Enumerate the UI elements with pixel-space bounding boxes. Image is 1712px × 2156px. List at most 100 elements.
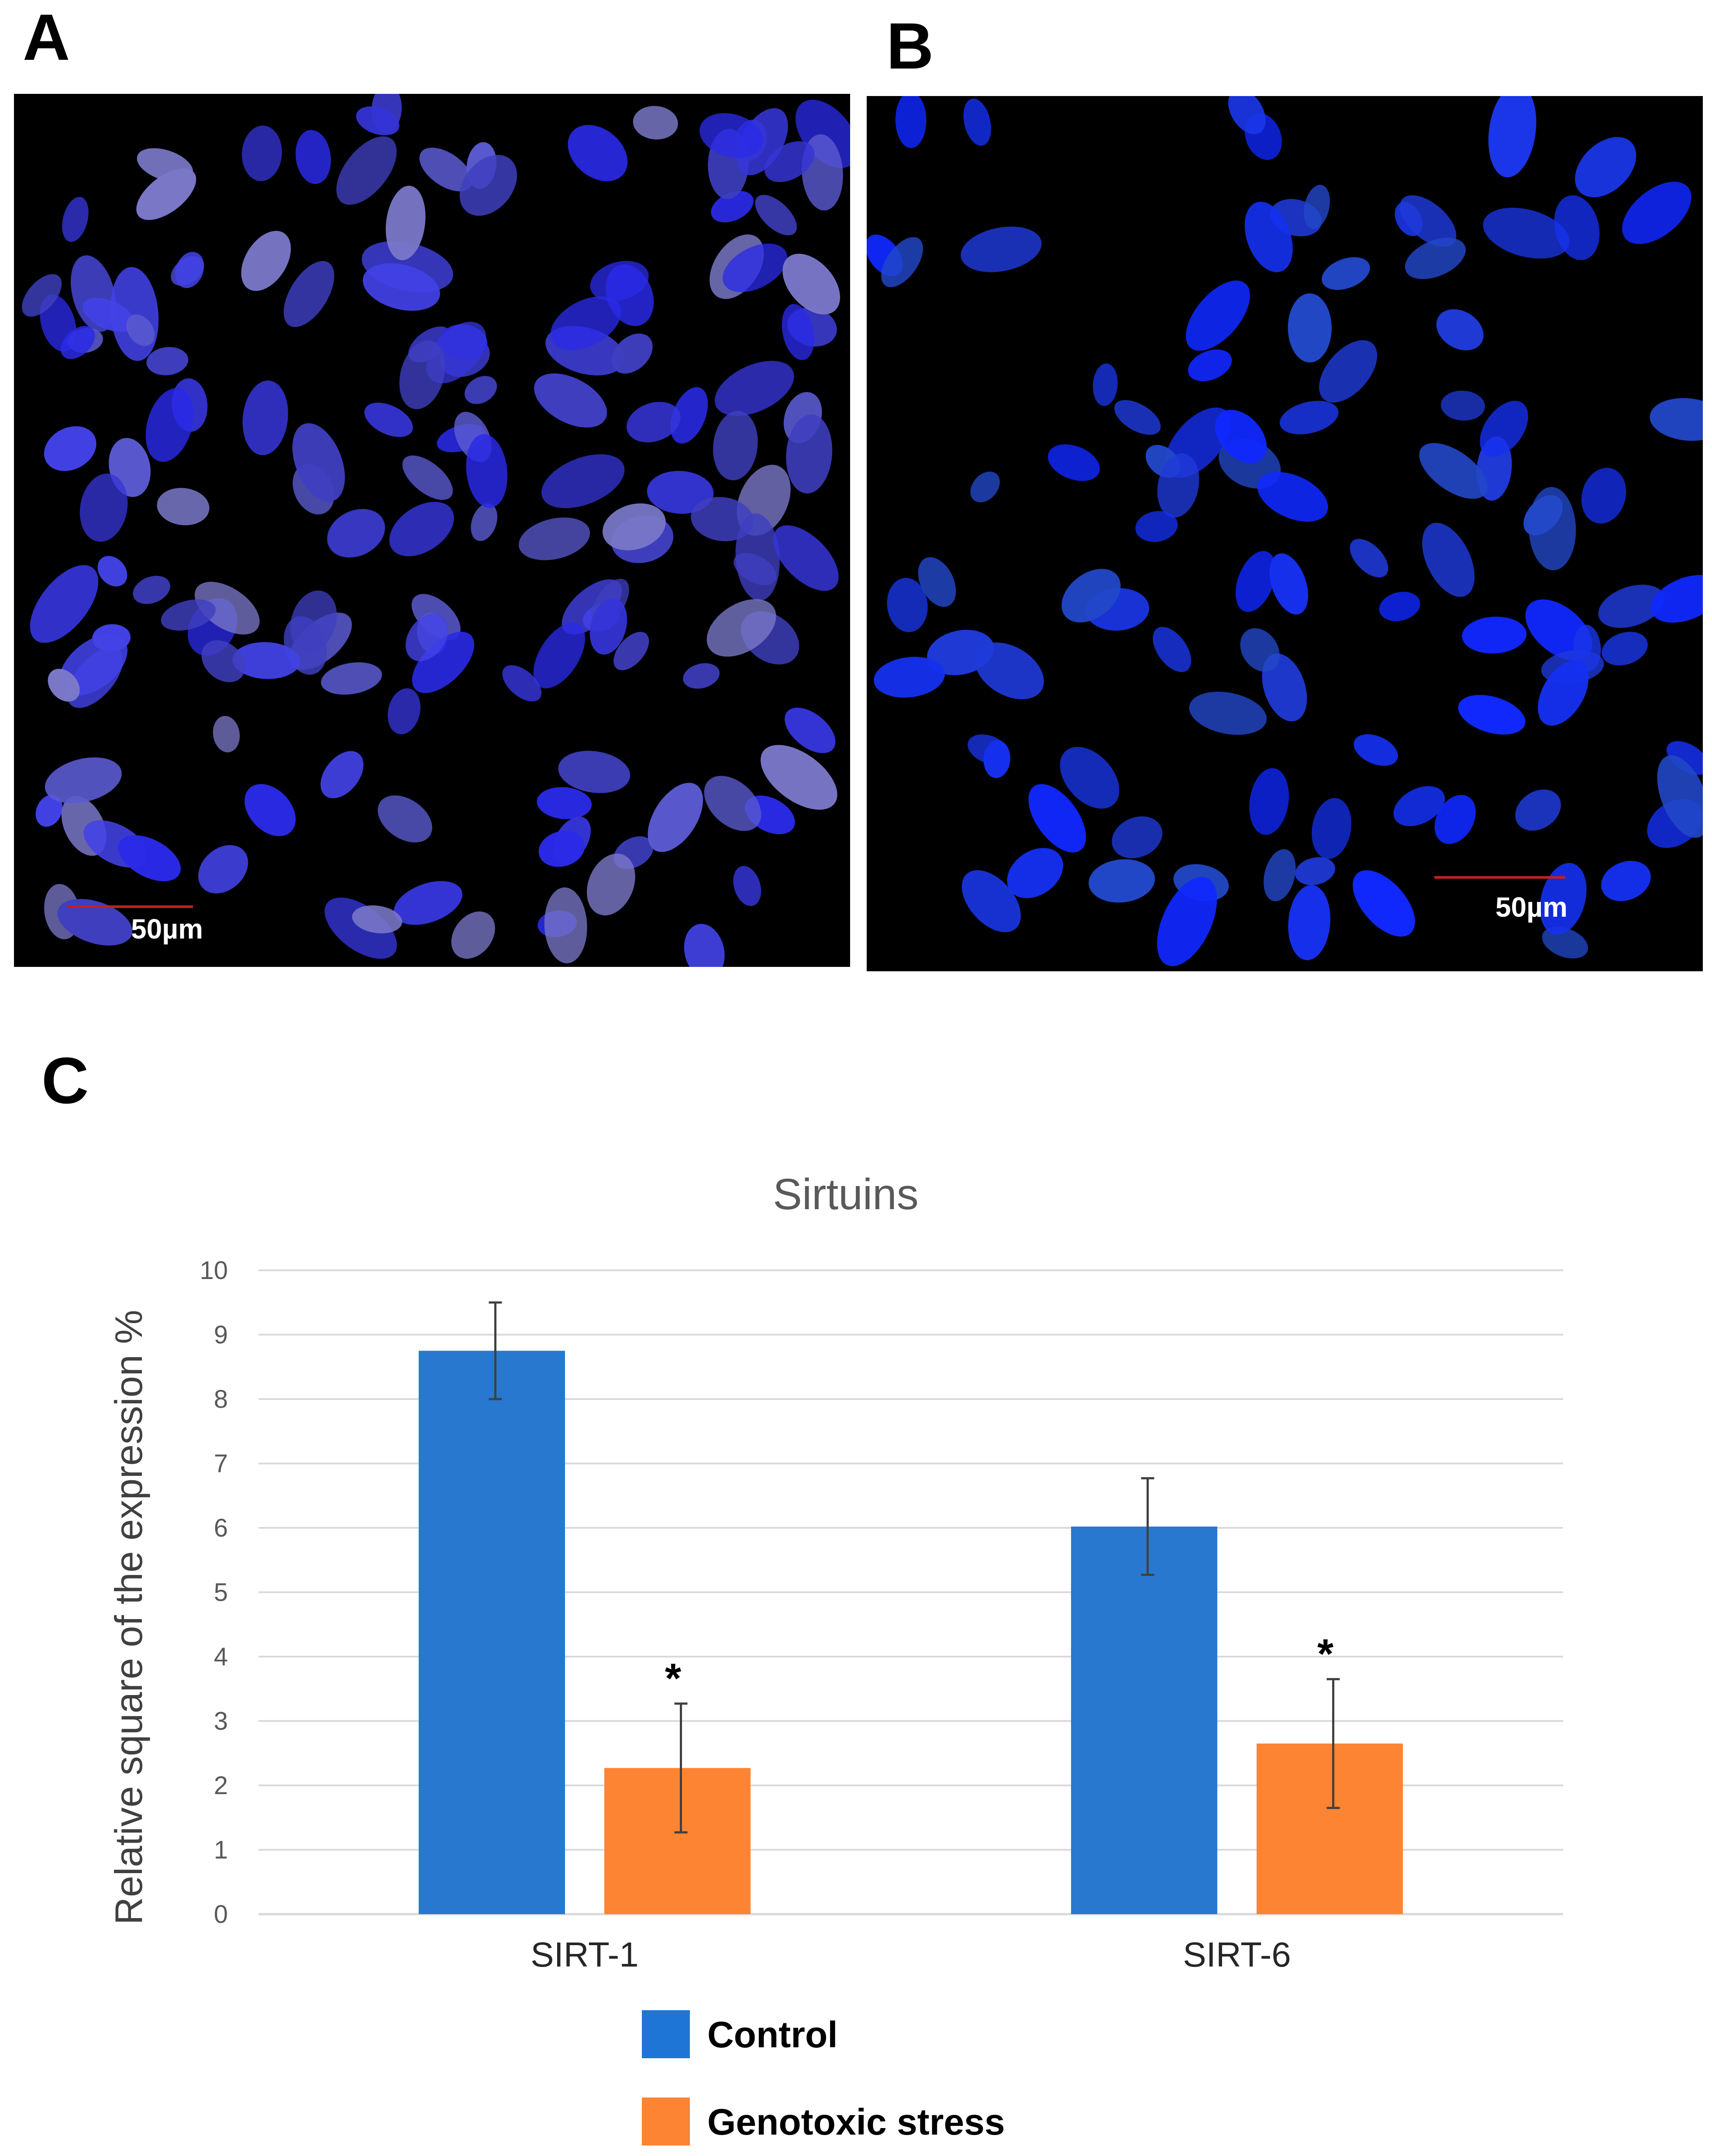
panel-label-a: A xyxy=(23,0,70,74)
nucleus xyxy=(194,581,260,635)
scale-bar-label-b: 50µm xyxy=(1495,891,1567,923)
nucleus xyxy=(30,565,99,643)
nucleus xyxy=(145,388,194,462)
nucleus xyxy=(1575,137,1636,197)
bar xyxy=(604,1768,751,1914)
nucleus xyxy=(558,750,630,793)
nucleus xyxy=(611,334,653,374)
nucleus xyxy=(1598,585,1665,628)
nucleus xyxy=(648,783,703,852)
nucleus xyxy=(1007,848,1063,898)
nucleus xyxy=(605,264,654,326)
nucleus xyxy=(550,296,621,351)
nucleus xyxy=(327,509,385,558)
nucleus xyxy=(402,455,453,500)
nucleus xyxy=(541,454,625,509)
nucleus xyxy=(1185,280,1250,351)
nucleus xyxy=(352,905,403,934)
y-tick-labels: 0 1 2 3 4 5 6 7 8 9 10 xyxy=(200,1256,228,1929)
nucleus xyxy=(1350,539,1388,578)
nucleus xyxy=(201,640,245,682)
nucleus xyxy=(419,148,473,192)
nucleus xyxy=(633,106,678,140)
nucleus xyxy=(1215,409,1267,464)
nucleus xyxy=(1240,628,1280,672)
x-tick-labels: SIRT-1 SIRT-6 xyxy=(530,1935,1291,1974)
nucleus xyxy=(1651,575,1703,623)
nucleus xyxy=(1657,755,1703,838)
nucleus xyxy=(1354,734,1398,766)
nucleus xyxy=(459,155,517,216)
nucleus xyxy=(399,340,445,409)
nucleus xyxy=(296,130,331,184)
nucleus xyxy=(887,578,928,633)
nucleus xyxy=(1228,96,1266,134)
significance-marker: * xyxy=(1317,1631,1334,1678)
nucleus xyxy=(393,881,462,925)
y-tick-label: 6 xyxy=(214,1514,228,1542)
nucleus xyxy=(466,434,508,508)
nucleus xyxy=(544,887,587,963)
nucleus xyxy=(1480,401,1528,457)
scale-bar-label-a: 50µm xyxy=(131,913,203,945)
nucleus xyxy=(389,502,454,557)
nucleus xyxy=(735,513,780,601)
scale-bar-a: 50µm xyxy=(66,905,203,945)
nucleus xyxy=(568,125,628,182)
nucleus xyxy=(927,629,994,675)
nucleus xyxy=(1483,207,1570,259)
nucleus xyxy=(1319,340,1378,403)
nucleus xyxy=(1422,523,1475,597)
nucleus xyxy=(1393,786,1445,826)
y-tick-label: 3 xyxy=(214,1707,228,1736)
legend-swatch-control xyxy=(642,2010,690,2058)
nucleus xyxy=(1288,293,1332,363)
y-tick-label: 8 xyxy=(214,1385,228,1413)
nucleus xyxy=(1458,695,1526,735)
nucleus xyxy=(1601,861,1651,901)
nucleus xyxy=(1353,870,1415,937)
nucleus xyxy=(1322,257,1370,290)
nucleus xyxy=(146,347,189,375)
nucleus xyxy=(699,113,763,158)
nucleus xyxy=(647,471,714,514)
nucleus xyxy=(723,244,788,292)
nucleus xyxy=(1061,569,1121,622)
nucleus xyxy=(1262,653,1307,722)
nucleus xyxy=(895,96,927,148)
nucleus xyxy=(627,402,681,443)
legend-swatch-genotoxic xyxy=(642,2098,690,2146)
nucleus xyxy=(1288,885,1330,960)
nucleus xyxy=(733,866,761,906)
nucleus xyxy=(471,503,498,541)
nucleus xyxy=(213,715,240,753)
nucleus xyxy=(704,776,761,831)
nucleus xyxy=(1622,182,1691,244)
nucleus xyxy=(519,517,590,560)
nucleus xyxy=(35,794,63,827)
chart-title: Sirtuins xyxy=(773,1170,918,1219)
y-tick-label: 2 xyxy=(214,1771,228,1800)
y-tick-label: 5 xyxy=(214,1578,228,1607)
panel-label-c: C xyxy=(41,1044,89,1117)
nucleus xyxy=(1440,390,1485,421)
bars: ** xyxy=(419,1301,1403,1914)
nucleus xyxy=(57,899,132,946)
nucleus xyxy=(613,632,649,671)
nucleus xyxy=(714,361,794,416)
nucleus xyxy=(1405,237,1466,279)
nucleus xyxy=(684,924,725,967)
y-axis-label: Relative square of the expression % xyxy=(107,1310,150,1925)
y-tick-label: 0 xyxy=(214,1900,228,1929)
nucleus xyxy=(161,599,216,631)
nucleus xyxy=(356,106,400,135)
nucleus xyxy=(874,657,945,698)
nucleus xyxy=(1092,363,1118,406)
nucleus xyxy=(1436,309,1484,351)
nucleus xyxy=(1540,863,1587,935)
nucleus xyxy=(1650,398,1703,441)
micrograph-b: 50µm xyxy=(867,96,1703,971)
nucleus xyxy=(175,252,204,288)
nucleus xyxy=(118,835,181,881)
nucleus xyxy=(1188,349,1232,382)
